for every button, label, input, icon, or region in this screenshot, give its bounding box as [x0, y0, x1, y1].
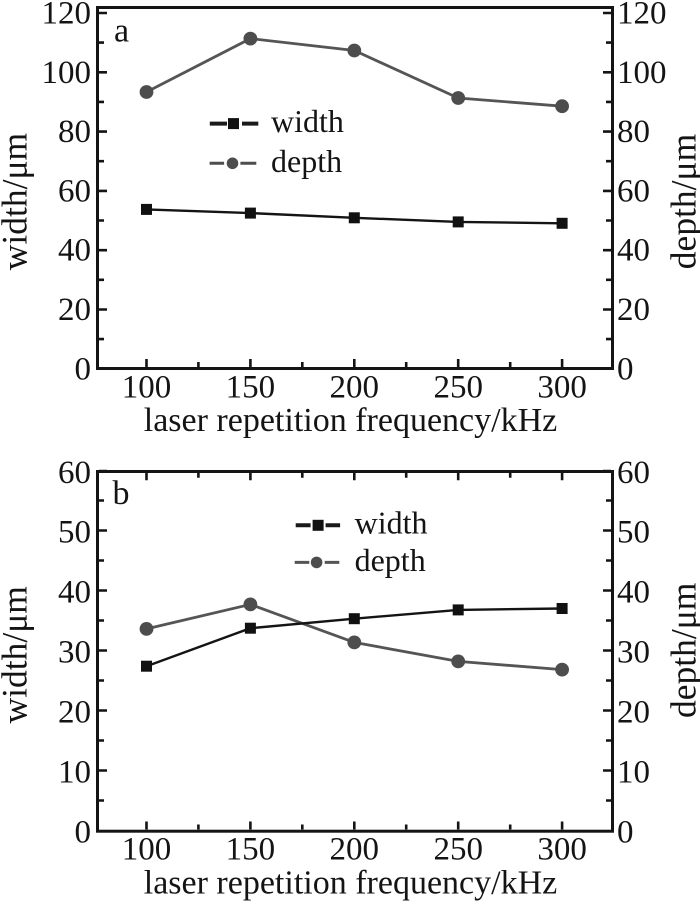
svg-text:depth: depth [271, 143, 342, 179]
svg-text:50: 50 [58, 515, 91, 551]
svg-text:100: 100 [42, 55, 92, 91]
svg-text:200: 200 [330, 370, 380, 406]
svg-text:40: 40 [58, 233, 91, 269]
svg-text:100: 100 [122, 370, 172, 406]
svg-text:depth: depth [355, 542, 426, 578]
svg-text:0: 0 [75, 815, 92, 851]
svg-text:50: 50 [617, 515, 650, 551]
svg-text:80: 80 [58, 114, 91, 150]
svg-text:150: 150 [226, 832, 276, 868]
svg-text:0: 0 [617, 351, 634, 387]
svg-text:width/μm: width/μm [0, 586, 35, 724]
svg-text:20: 20 [58, 695, 91, 731]
svg-text:60: 60 [58, 173, 91, 209]
svg-text:30: 30 [58, 635, 91, 671]
svg-text:0: 0 [617, 815, 634, 851]
svg-text:width/μm: width/μm [0, 133, 35, 271]
svg-text:a: a [114, 13, 129, 50]
svg-text:100: 100 [617, 55, 667, 91]
svg-text:200: 200 [330, 832, 380, 868]
svg-text:250: 250 [433, 370, 483, 406]
svg-text:60: 60 [617, 173, 650, 209]
svg-text:300: 300 [537, 832, 587, 868]
svg-text:width: width [271, 103, 344, 139]
svg-text:laser repetition frequency/kHz: laser repetition frequency/kHz [144, 865, 557, 901]
svg-text:120: 120 [617, 0, 667, 32]
svg-text:depth/μm: depth/μm [664, 133, 700, 269]
svg-text:40: 40 [617, 233, 650, 269]
svg-text:laser repetition frequency/kHz: laser repetition frequency/kHz [144, 402, 557, 439]
svg-text:0: 0 [75, 351, 92, 387]
svg-text:150: 150 [226, 370, 276, 406]
svg-text:120: 120 [42, 0, 92, 32]
svg-text:300: 300 [537, 370, 587, 406]
svg-text:10: 10 [617, 755, 650, 791]
svg-text:10: 10 [58, 755, 91, 791]
svg-text:40: 40 [58, 575, 91, 611]
svg-text:width: width [355, 505, 428, 541]
svg-text:60: 60 [58, 455, 91, 491]
svg-text:80: 80 [617, 114, 650, 150]
svg-text:30: 30 [617, 635, 650, 671]
svg-text:20: 20 [617, 695, 650, 731]
svg-text:60: 60 [617, 455, 650, 491]
svg-text:20: 20 [58, 292, 91, 328]
svg-text:20: 20 [617, 292, 650, 328]
svg-text:40: 40 [617, 575, 650, 611]
svg-text:100: 100 [122, 832, 172, 868]
svg-text:b: b [113, 475, 130, 512]
svg-text:depth/μm: depth/μm [664, 582, 700, 718]
svg-text:250: 250 [433, 832, 483, 868]
